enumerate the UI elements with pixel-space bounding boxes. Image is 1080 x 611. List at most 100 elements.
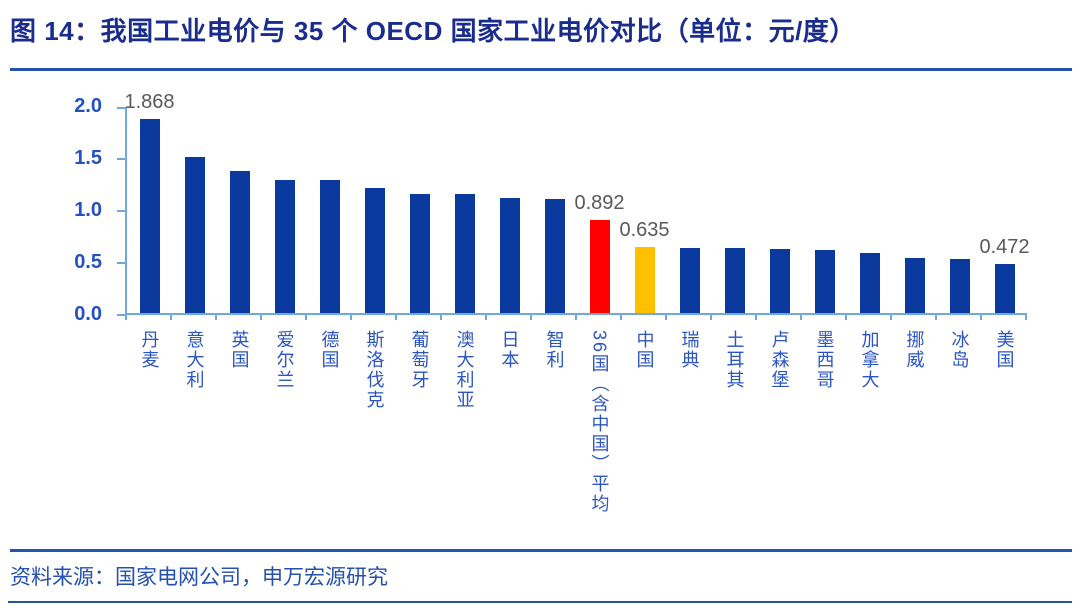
x-tick-mark: [125, 313, 127, 320]
category-label: 斯洛伐克: [364, 330, 385, 410]
y-tick-mark: [117, 262, 125, 264]
bar-cell: 加拿大: [847, 107, 892, 390]
bar-cell: 澳大利亚: [442, 107, 487, 410]
category-label: 墨西哥: [814, 330, 835, 390]
category-label: 美国: [994, 330, 1015, 370]
x-tick-mark: [575, 313, 577, 320]
category-label: 冰岛: [949, 330, 970, 370]
y-tick-mark: [117, 210, 125, 212]
bars-row: 1.868 丹麦 意大利 英国 爱尔兰 德国 斯洛伐克 葡萄牙 澳大利亚 日本 智利 0.892 36国…: [124, 91, 1030, 514]
bar-cell: 斯洛伐克: [352, 107, 397, 410]
bar-cell: 卢森堡: [757, 107, 802, 390]
bar-navy: [724, 247, 745, 313]
y-tick-label: 1.0: [74, 199, 102, 221]
bar-navy: [544, 198, 565, 313]
bar-navy: [274, 179, 295, 313]
y-tick-mark: [117, 314, 125, 316]
bar-navy: [994, 263, 1015, 313]
x-tick-mark: [890, 313, 892, 320]
x-tick-mark: [440, 313, 442, 320]
bar-gold: [634, 247, 655, 313]
category-label: 卢森堡: [769, 330, 790, 390]
bar-cell: 爱尔兰: [262, 107, 307, 390]
bar-cell: 葡萄牙: [397, 107, 442, 390]
category-label: 36国（含中国）平均: [589, 330, 610, 515]
x-tick-mark: [1025, 313, 1027, 320]
x-tick-mark: [665, 313, 667, 320]
category-label: 爱尔兰: [274, 330, 295, 390]
bar-cell: 0.892 36国（含中国）平均: [574, 107, 625, 514]
x-tick-mark: [530, 313, 532, 320]
y-tick-label: 0.0: [74, 303, 102, 325]
x-tick-mark: [395, 313, 397, 320]
plot-area: 1.868 丹麦 意大利 英国 爱尔兰 德国 斯洛伐克 葡萄牙 澳大利亚 日本 智利 0.892 36国…: [117, 91, 1030, 514]
category-label: 澳大利亚: [454, 330, 475, 410]
category-label: 加拿大: [859, 330, 880, 390]
bar-cell: 土耳其: [712, 107, 757, 390]
category-label: 挪威: [904, 330, 925, 370]
category-label: 意大利: [184, 330, 205, 390]
bar-navy: [139, 118, 160, 313]
bar-cell: 意大利: [172, 107, 217, 390]
bar-cell: 德国: [307, 107, 352, 370]
bar-value-label: 0.472: [979, 235, 1030, 258]
bar-cell: 0.472 美国: [979, 107, 1030, 370]
bar-cell: 0.635 中国: [619, 107, 669, 370]
x-tick-mark: [755, 313, 757, 320]
bar-navy: [769, 248, 790, 313]
category-label: 瑞典: [679, 330, 700, 370]
category-label: 德国: [319, 330, 340, 370]
x-tick-mark: [485, 313, 487, 320]
bar-red: [589, 220, 610, 313]
bar-navy: [364, 188, 385, 313]
category-label: 土耳其: [724, 330, 745, 390]
y-tick-label: 1.5: [74, 147, 102, 169]
bar-cell: 瑞典: [667, 107, 712, 370]
x-tick-mark: [350, 313, 352, 320]
bar-navy: [814, 249, 835, 313]
bar-navy: [499, 197, 520, 313]
y-tick-mark: [117, 107, 125, 109]
x-axis-ticks: [125, 313, 1027, 320]
bar-cell: 英国: [217, 107, 262, 370]
x-tick-mark: [980, 313, 982, 320]
x-tick-mark: [305, 313, 307, 320]
category-label: 英国: [229, 330, 250, 370]
category-label: 丹麦: [139, 330, 160, 370]
bar-navy: [319, 179, 340, 313]
bar-cell: 1.868 丹麦: [124, 91, 174, 370]
bar-navy: [949, 258, 970, 313]
bar-navy: [679, 247, 700, 313]
x-tick-mark: [935, 313, 937, 320]
bar-navy: [454, 194, 475, 313]
bar-navy: [229, 170, 250, 313]
category-label: 智利: [544, 330, 565, 370]
bar-cell: 冰岛: [937, 107, 982, 370]
x-tick-mark: [260, 313, 262, 320]
figure-title: 图 14：我国工业电价与 35 个 OECD 国家工业电价对比（单位：元/度）: [10, 16, 856, 46]
x-tick-mark: [170, 313, 172, 320]
bar-cell: 墨西哥: [802, 107, 847, 390]
bottom-rule: [8, 601, 1072, 603]
bar-value-label: 1.868: [124, 90, 175, 113]
x-tick-mark: [215, 313, 217, 320]
x-tick-mark: [620, 313, 622, 320]
bar-navy: [859, 252, 880, 313]
bar-navy: [409, 194, 430, 313]
source-note: 资料来源：国家电网公司，申万宏源研究: [10, 566, 388, 589]
y-tick-mark: [117, 158, 125, 160]
electricity-price-bar-chart: 1.868 丹麦 意大利 英国 爱尔兰 德国 斯洛伐克 葡萄牙 澳大利亚 日本 智利 0.892 36国…: [74, 91, 1030, 514]
y-tick-label: 2.0: [74, 95, 102, 117]
x-tick-mark: [845, 313, 847, 320]
category-label: 中国: [634, 330, 655, 370]
source-divider: [10, 549, 1072, 552]
bar-value-label: 0.892: [574, 192, 625, 215]
category-label: 葡萄牙: [409, 330, 430, 390]
bar-cell: 挪威: [892, 107, 937, 370]
bar-cell: 智利: [532, 107, 577, 370]
x-tick-mark: [710, 313, 712, 320]
bar-navy: [184, 157, 205, 313]
bar-cell: 日本: [487, 107, 532, 370]
bar-navy: [904, 257, 925, 313]
x-tick-mark: [800, 313, 802, 320]
